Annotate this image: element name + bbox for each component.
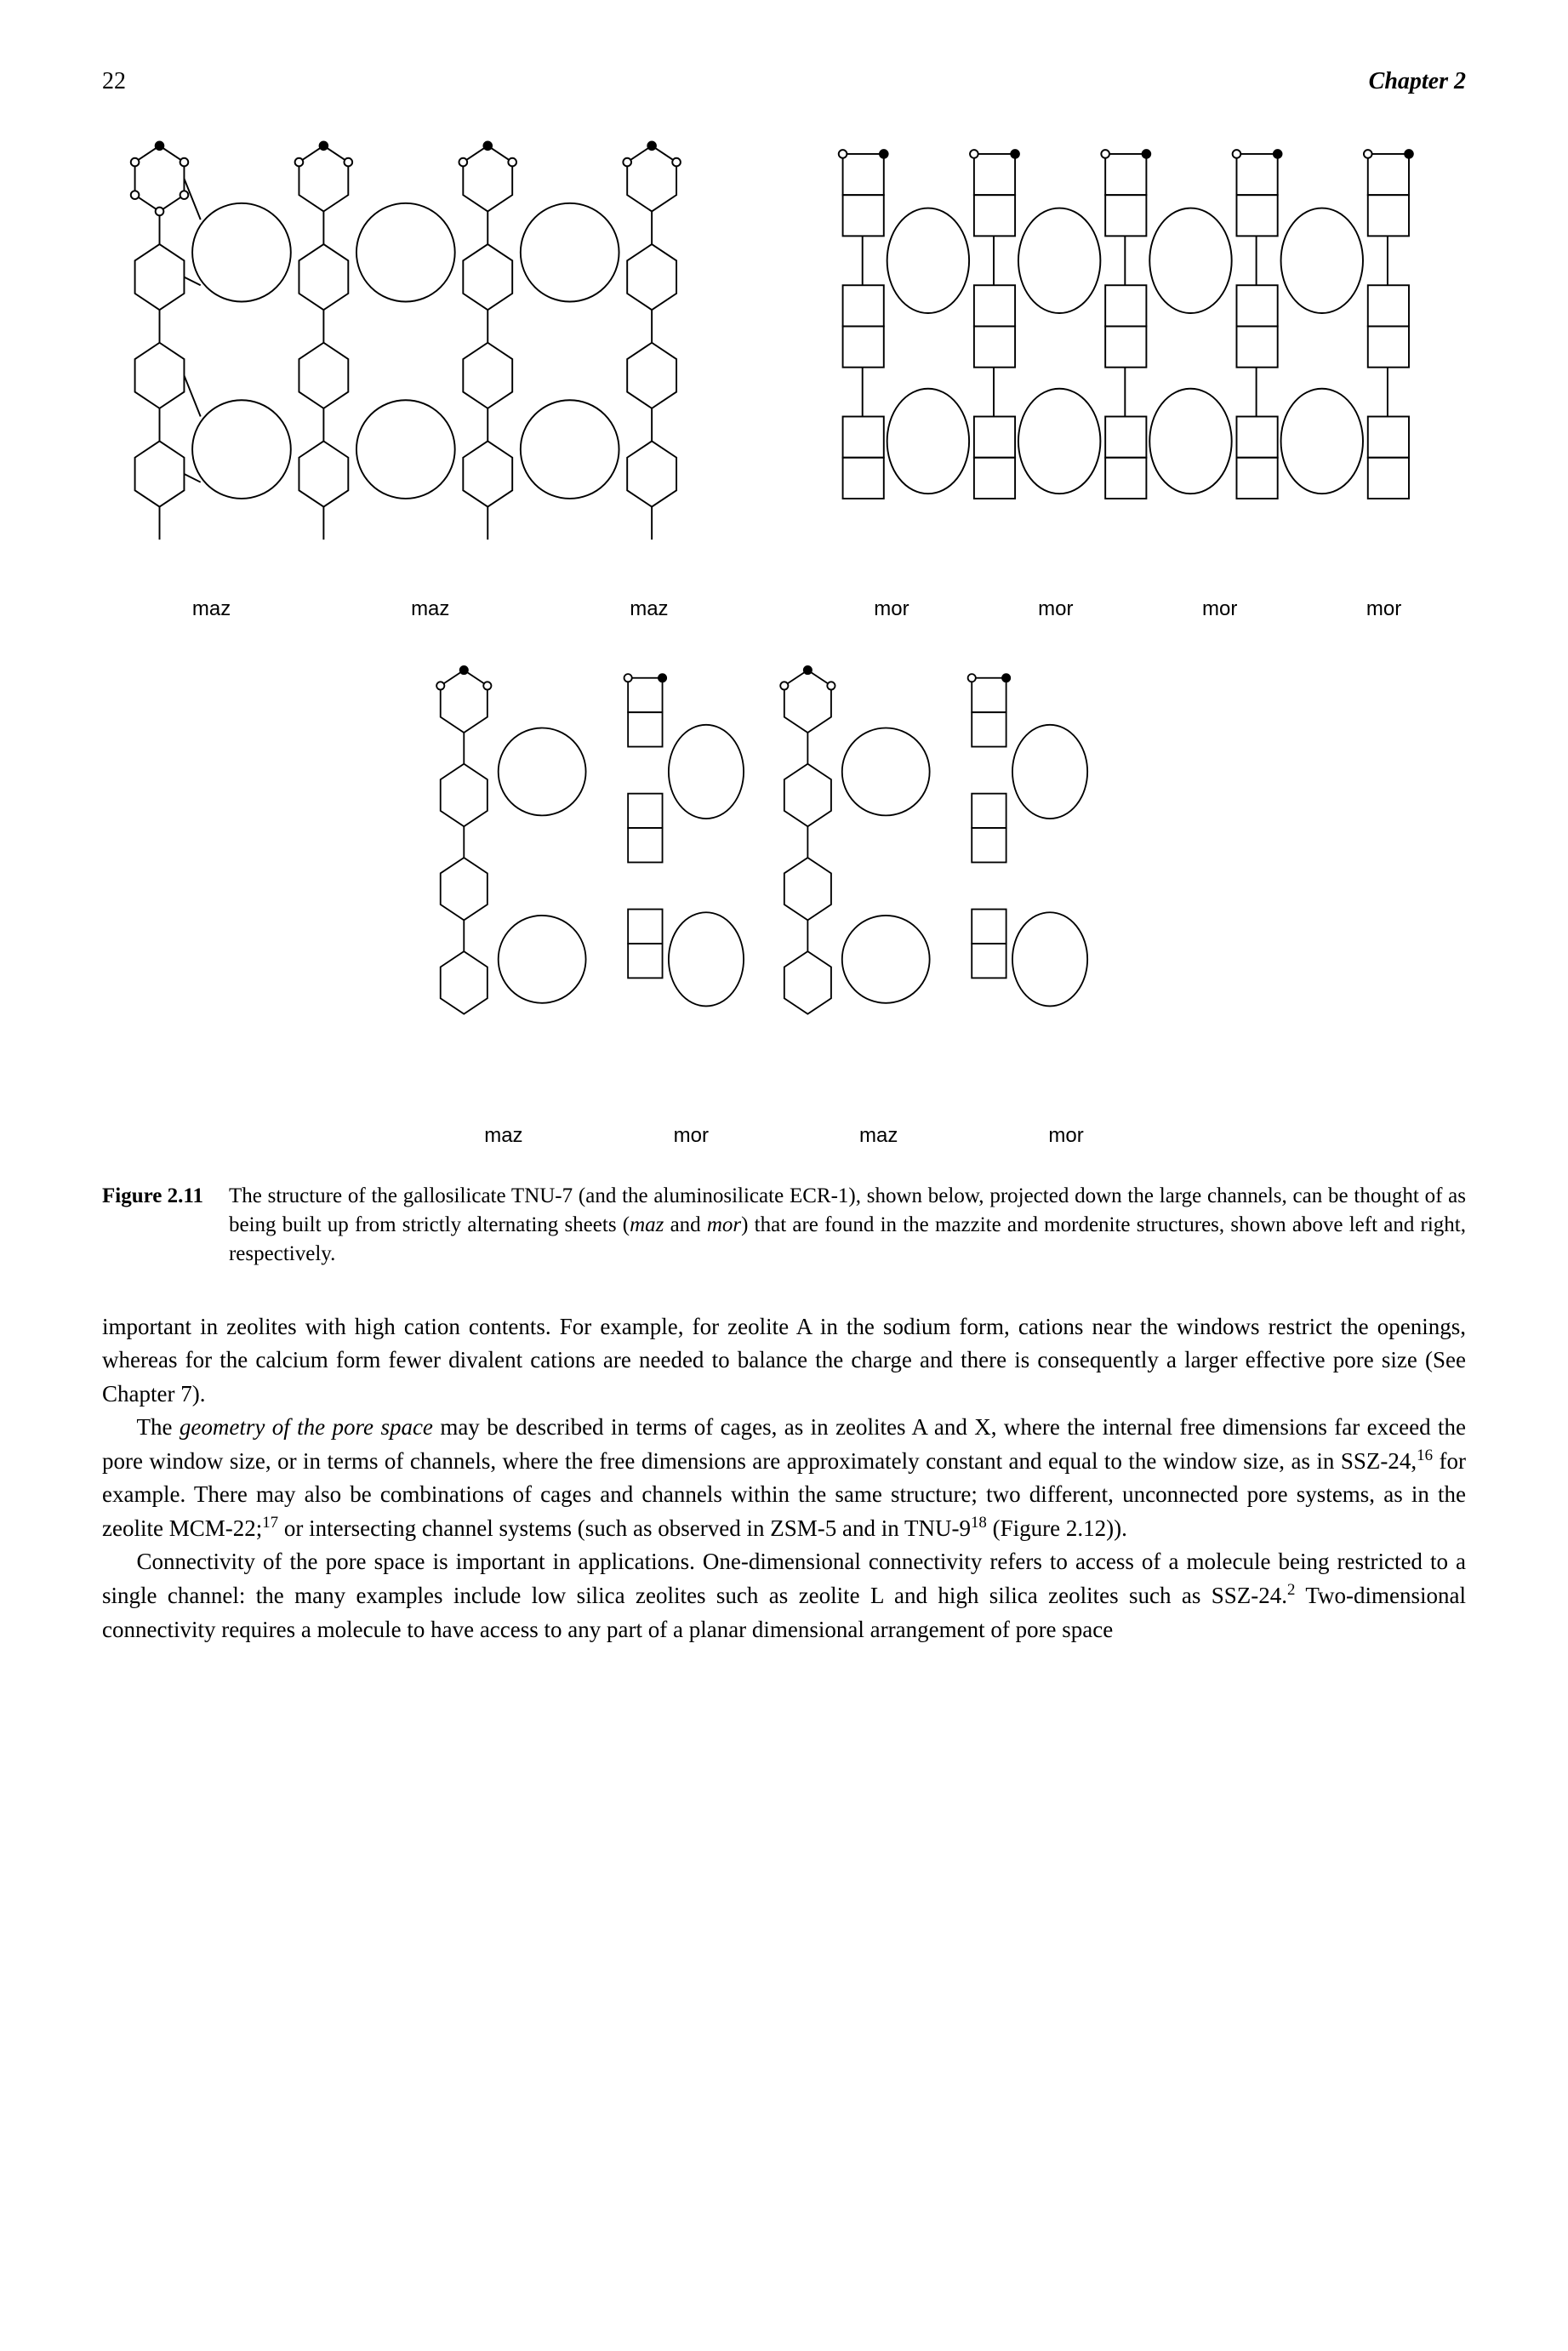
figure-maz-mor: maz mor maz mor [102, 647, 1466, 1148]
body-text-span: Connectivity of the pore space is import… [102, 1549, 1466, 1608]
mor-structure-svg [810, 129, 1467, 589]
figure-caption-text: The structure of the gallosilicate TNU-7… [229, 1182, 1466, 1268]
top-figures-row: maz maz maz [102, 129, 1466, 621]
mor-label: mor [874, 597, 909, 621]
maz-labels: maz maz maz [102, 597, 759, 621]
body-text-span: or intersecting channel systems (such as… [278, 1515, 971, 1541]
body-em: geometry of the pore space [180, 1414, 433, 1440]
maz-label: maz [630, 597, 668, 621]
page-header: 22 Chapter 2 [102, 68, 1466, 95]
body-text-span: The [137, 1414, 180, 1440]
mor-label: mor [1038, 597, 1073, 621]
bottom-label: maz [484, 1124, 522, 1148]
citation-sup: 18 [971, 1514, 987, 1532]
figure-mor: mor mor mor mor [810, 129, 1467, 621]
citation-sup: 16 [1417, 1447, 1433, 1464]
paragraph-1: important in zeolites with high cation c… [102, 1310, 1466, 1410]
caption-em: maz [630, 1213, 664, 1236]
mor-labels: mor mor mor mor [810, 597, 1467, 621]
mor-label: mor [1202, 597, 1237, 621]
figures-container: maz maz maz [102, 129, 1466, 1148]
paragraph-2: The geometry of the pore space may be de… [102, 1411, 1466, 1546]
bottom-label: maz [859, 1124, 898, 1148]
maz-label: maz [192, 597, 231, 621]
maz-structure-svg [102, 129, 759, 589]
maz-mor-structure-svg [409, 647, 1160, 1116]
citation-sup: 2 [1287, 1581, 1295, 1599]
bottom-label: mor [1048, 1124, 1083, 1148]
maz-label: maz [411, 597, 449, 621]
maz-mor-labels: maz mor maz mor [409, 1124, 1160, 1148]
figure-caption: Figure 2.11 The structure of the gallosi… [102, 1182, 1466, 1268]
citation-sup: 17 [262, 1514, 278, 1532]
body-text-span: (Figure 2.12)). [987, 1515, 1127, 1541]
caption-em: mor [707, 1213, 741, 1236]
bottom-label: mor [674, 1124, 709, 1148]
chapter-label: Chapter 2 [1369, 68, 1466, 95]
body-text: important in zeolites with high cation c… [102, 1310, 1466, 1646]
figure-caption-label: Figure 2.11 [102, 1182, 229, 1268]
figure-maz: maz maz maz [102, 129, 759, 621]
mor-label: mor [1366, 597, 1401, 621]
page-number: 22 [102, 68, 126, 95]
caption-text: and [664, 1213, 706, 1236]
paragraph-3: Connectivity of the pore space is import… [102, 1545, 1466, 1646]
